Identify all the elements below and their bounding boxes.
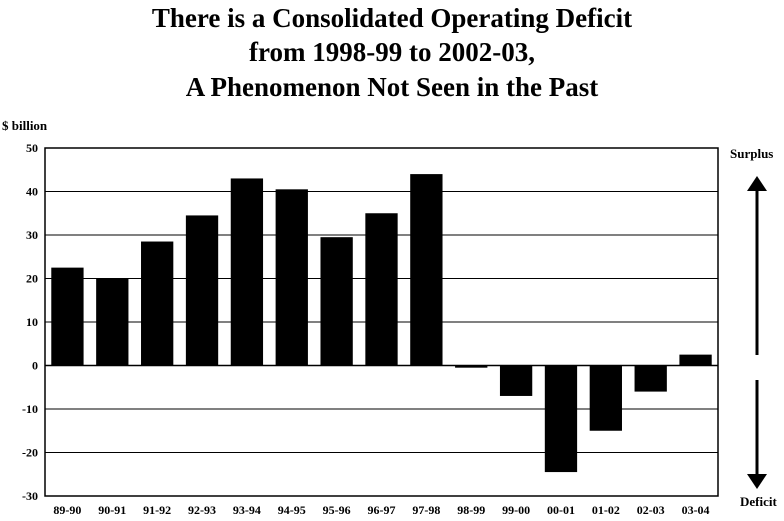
y-tick-label: 10 bbox=[26, 315, 38, 329]
x-tick-label: 92-93 bbox=[188, 503, 216, 517]
x-tick-label: 02-03 bbox=[637, 503, 665, 517]
x-tick-labels: 89-90 90-91 91-92 92-93 93-94 94-95 95-96 96-97… bbox=[53, 503, 709, 517]
y-tick-label: -10 bbox=[22, 402, 38, 416]
x-tick-label: 03-04 bbox=[682, 503, 710, 517]
bar-01-02 bbox=[589, 365, 622, 431]
x-tick-label: 94-95 bbox=[278, 503, 306, 517]
bar-93-94 bbox=[230, 178, 264, 366]
bar-97-98 bbox=[410, 174, 443, 366]
y-tick-label: -30 bbox=[22, 489, 38, 503]
y-axis-label: $ billion bbox=[2, 118, 48, 133]
x-tick-label: 93-94 bbox=[233, 503, 261, 517]
surplus-deficit-arrows bbox=[747, 176, 767, 489]
chart-title-line-2: from 1998-99 to 2002-03, bbox=[249, 37, 535, 67]
deficit-arrow-head bbox=[747, 474, 767, 489]
bar-90-91 bbox=[96, 278, 129, 366]
x-tick-label: 91-92 bbox=[143, 503, 171, 517]
bar-02-03 bbox=[634, 365, 667, 392]
y-tick-label: 30 bbox=[26, 228, 38, 242]
chart-title-line-3: A Phenomenon Not Seen in the Past bbox=[185, 72, 599, 102]
x-tick-label: 00-01 bbox=[547, 503, 575, 517]
x-tick-label: 89-90 bbox=[53, 503, 81, 517]
plot-frame bbox=[44, 147, 719, 497]
y-tick-label: -20 bbox=[22, 446, 38, 460]
bars bbox=[51, 174, 712, 473]
bar-91-92 bbox=[141, 241, 174, 366]
x-tick-label: 96-97 bbox=[368, 503, 396, 517]
x-tick-label: 97-98 bbox=[412, 503, 440, 517]
y-tick-labels: 50 40 30 20 10 0 -10 -20 -30 bbox=[22, 141, 38, 503]
surplus-label: Surplus bbox=[730, 146, 774, 161]
x-tick-label: 90-91 bbox=[98, 503, 126, 517]
y-tick-label: 40 bbox=[26, 185, 38, 199]
x-tick-label: 95-96 bbox=[323, 503, 351, 517]
y-tick-label: 50 bbox=[26, 141, 38, 155]
x-tick-label: 98-99 bbox=[457, 503, 485, 517]
bar-98-99 bbox=[455, 365, 488, 368]
x-tick-label: 99-00 bbox=[502, 503, 530, 517]
chart-title-line-1: There is a Consolidated Operating Defici… bbox=[151, 3, 633, 33]
y-tick-label: 0 bbox=[32, 359, 38, 373]
bar-92-93 bbox=[185, 215, 219, 366]
bar-03-04 bbox=[679, 354, 712, 366]
bar-94-95 bbox=[275, 189, 308, 366]
bar-89-90 bbox=[51, 267, 84, 366]
bar-00-01 bbox=[544, 365, 578, 473]
bar-99-00 bbox=[499, 365, 533, 396]
x-tick-label: 01-02 bbox=[592, 503, 620, 517]
deficit-label: Deficit bbox=[740, 494, 777, 509]
surplus-arrow-head bbox=[747, 176, 767, 191]
bar-95-96 bbox=[320, 237, 353, 366]
bar-96-97 bbox=[365, 213, 398, 366]
y-tick-label: 20 bbox=[26, 272, 38, 286]
